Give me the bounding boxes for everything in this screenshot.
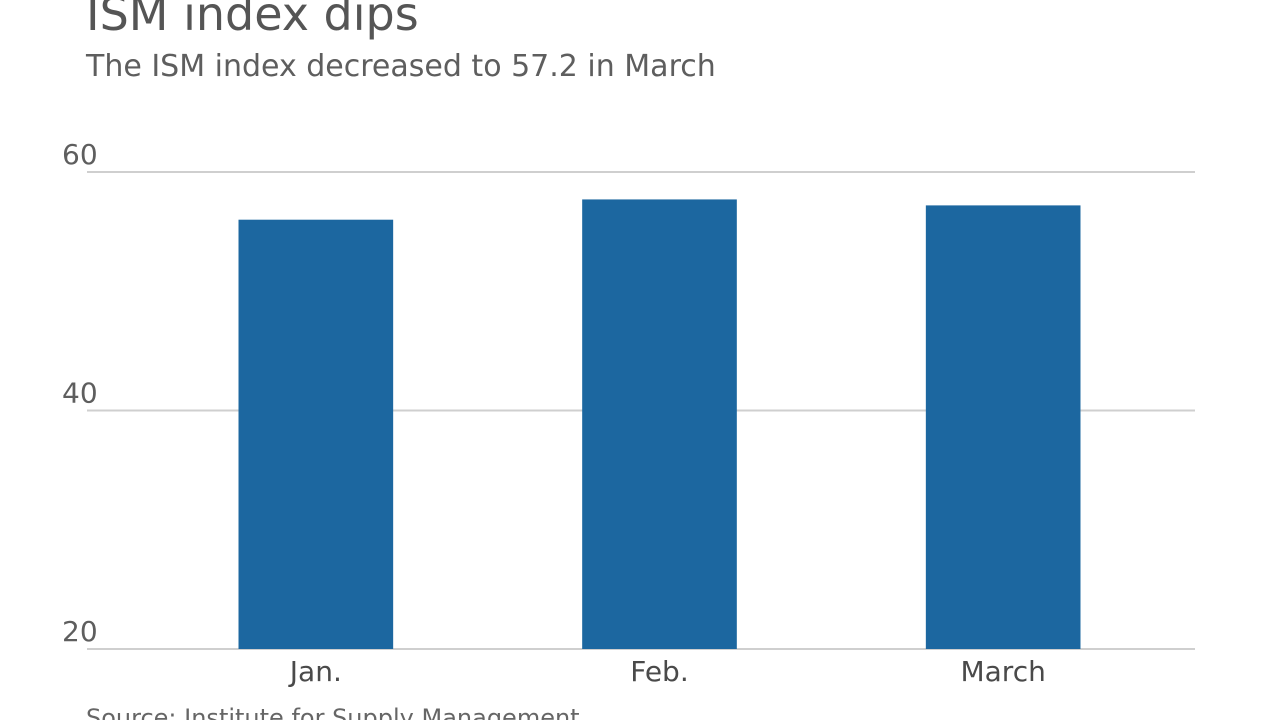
y-tick-label: 20 (62, 615, 98, 648)
chart-subtitle: The ISM index decreased to 57.2 in March (85, 49, 716, 84)
chart-title: ISM index dips (86, 0, 419, 41)
x-tick-label: Feb. (630, 655, 688, 688)
bar (582, 199, 737, 650)
x-tick-label: March (960, 655, 1045, 688)
bar (925, 205, 1081, 649)
x-tick-label: Jan. (288, 655, 342, 688)
y-tick-label: 40 (62, 377, 98, 410)
chart-source: Source: Institute for Supply Management (86, 704, 580, 720)
y-tick-label: 60 (62, 138, 98, 171)
bar (238, 219, 394, 649)
